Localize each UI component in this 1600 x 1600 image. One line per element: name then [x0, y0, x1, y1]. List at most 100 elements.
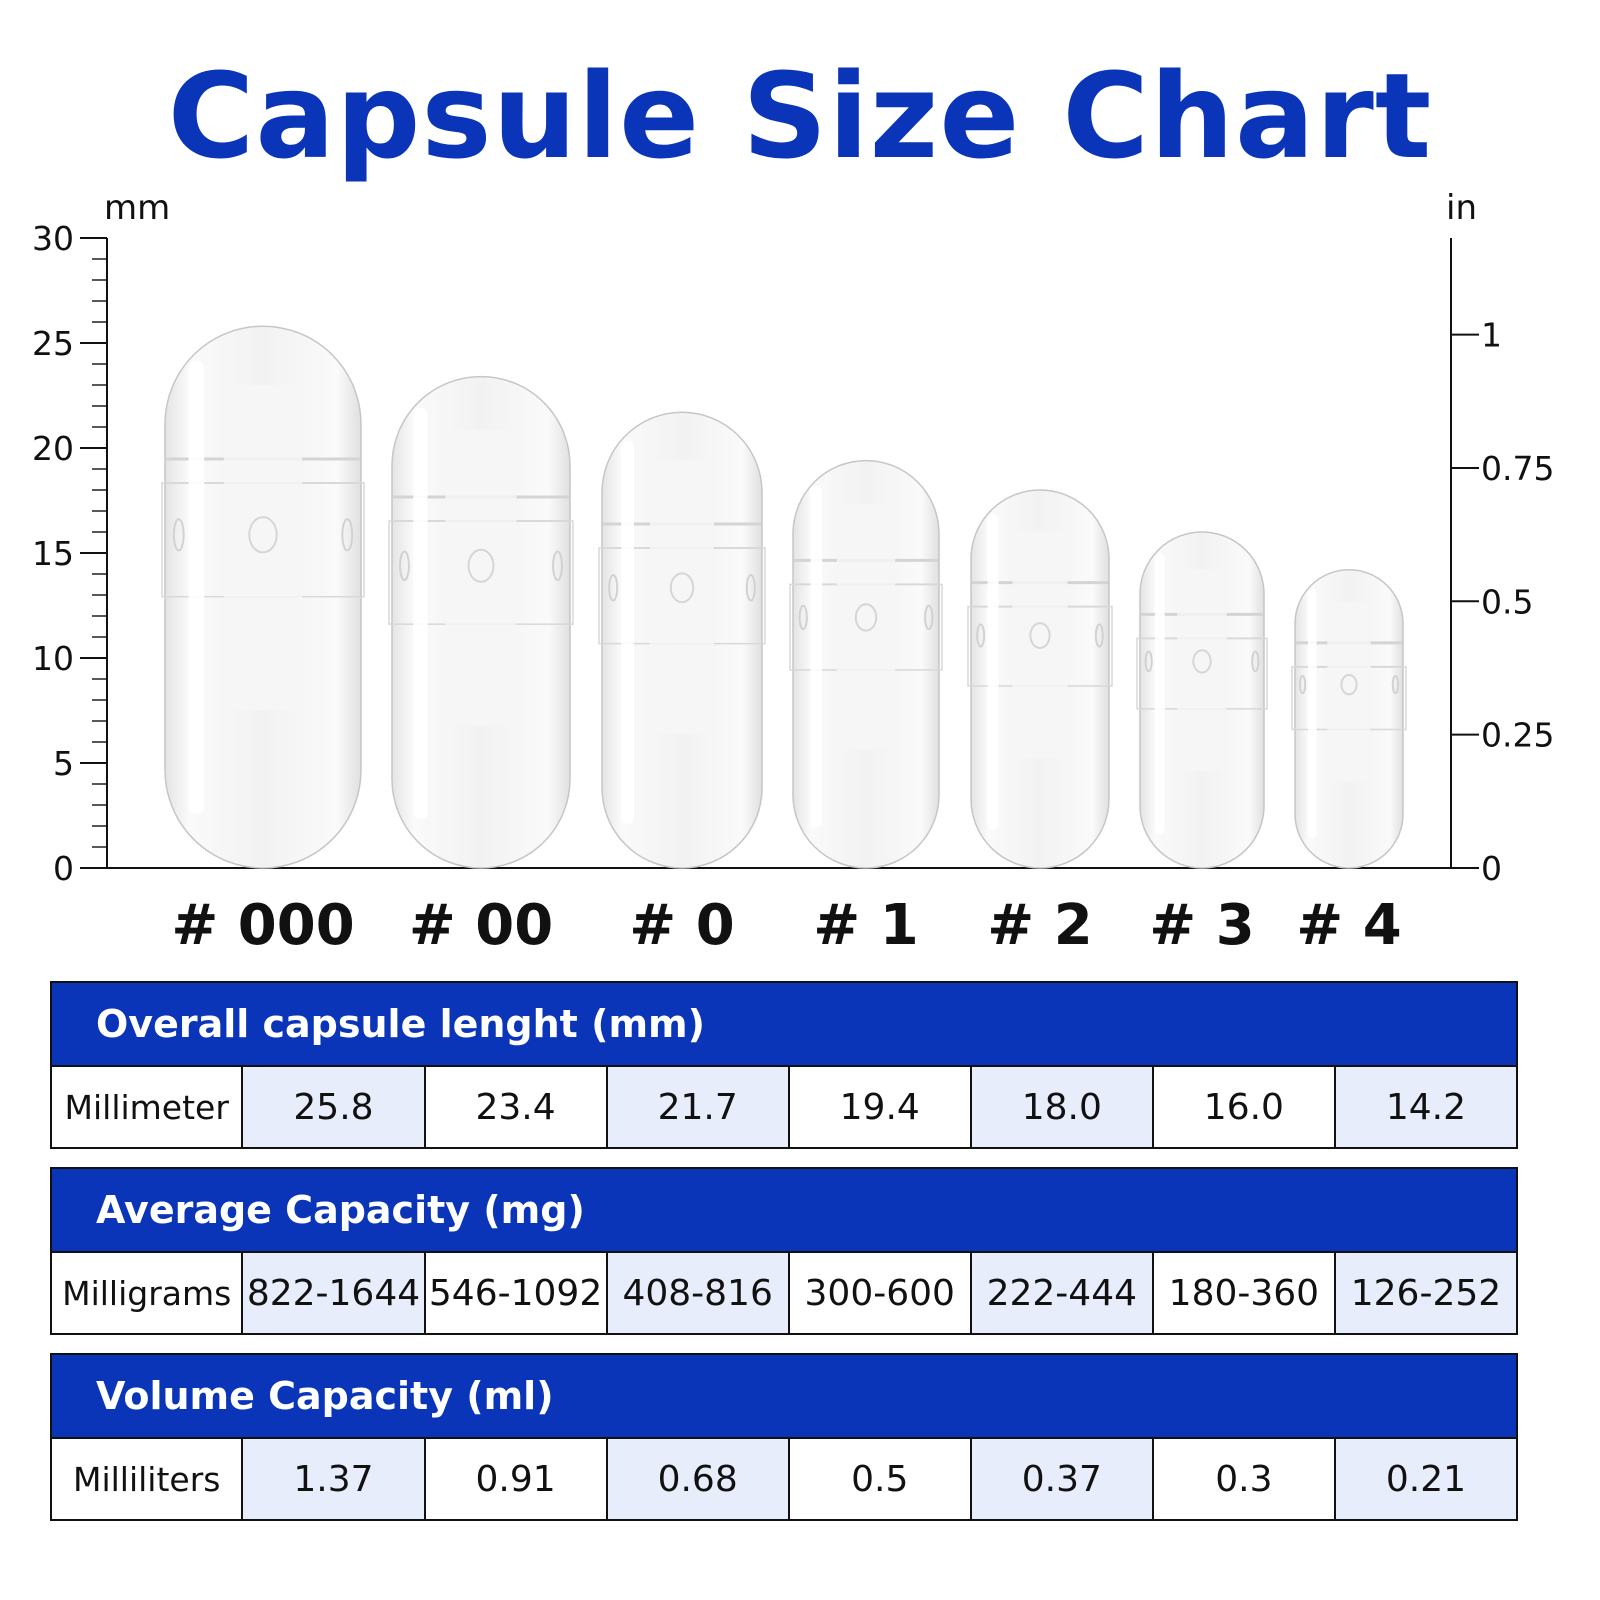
capsule-dimple [1391, 674, 1400, 695]
capsule-dimple [976, 623, 986, 648]
capacity-mg-table: Average Capacity (mg) Milligrams 822-164… [50, 1167, 1518, 1335]
category-label: # 0 [629, 893, 734, 958]
category-label: # 1 [813, 893, 918, 958]
table-row: Milligrams 822-1644 546-1092 408-816 300… [52, 1251, 1516, 1333]
capsule-dimple [1192, 649, 1212, 674]
table-cell: 126-252 [1333, 1253, 1516, 1333]
length-table-header: Overall capsule lenght (mm) [52, 983, 1516, 1065]
left-axis-mm: 0 5 10 15 20 25 30 mm [32, 188, 1451, 888]
table-cell: 822-1644 [241, 1253, 424, 1333]
capsule-dimple [172, 518, 185, 552]
capsule-highlight [987, 514, 999, 831]
capsule-highlight [810, 486, 823, 828]
left-tick-label: 30 [32, 219, 74, 258]
right-axis-in: 0 0.25 0.5 0.75 1 in [1446, 188, 1554, 888]
capsule-7 [1291, 569, 1407, 869]
left-unit-label: mm [104, 188, 170, 228]
category-label: # 3 [1149, 893, 1254, 958]
row-label: Millimeter [52, 1067, 242, 1147]
capsule-dimple [745, 573, 756, 602]
table-cell: 300-600 [787, 1253, 970, 1333]
row-label: Milliliters [52, 1439, 242, 1519]
capsule-dimple [1144, 650, 1153, 673]
capsule-bars [161, 325, 1407, 869]
right-tick-label: 0.75 [1481, 449, 1554, 488]
category-label: # 2 [987, 893, 1092, 958]
capsule-dimple [399, 550, 410, 582]
capsule-dimple [1094, 623, 1104, 648]
right-tick-label: 0.5 [1481, 582, 1533, 621]
table-cell: 0.68 [605, 1439, 788, 1519]
volume-table: Volume Capacity (ml) Milliliters 1.37 0.… [50, 1353, 1518, 1521]
table-cell: 408-816 [605, 1253, 788, 1333]
table-cell: 1.37 [241, 1439, 424, 1519]
right-tick-label: 1 [1481, 316, 1502, 355]
left-tick-label: 25 [32, 324, 74, 363]
capsule-highlight [1154, 553, 1165, 834]
capsule-dimple [1298, 674, 1307, 695]
capsule-3 [598, 411, 766, 869]
table-cell: 0.3 [1151, 1439, 1334, 1519]
row-label: Milligrams [52, 1253, 242, 1333]
category-label: # 000 [171, 893, 354, 958]
table-cell: 23.4 [423, 1067, 606, 1147]
capsule-dimple [1340, 673, 1358, 696]
capsule-inner [650, 460, 714, 734]
capsule-dimple [854, 603, 878, 632]
capsule-1 [161, 325, 365, 869]
capsule-inner [836, 504, 896, 749]
page-title: Capsule Size Chart [167, 47, 1433, 185]
table-cell: 546-1092 [423, 1253, 606, 1333]
length-table: Overall capsule lenght (mm) Millimeter 2… [50, 981, 1518, 1149]
table-cell: 16.0 [1151, 1067, 1334, 1147]
capsule-dimple [248, 516, 278, 554]
right-tick-label: 0 [1481, 849, 1502, 888]
left-tick-label: 5 [53, 744, 74, 783]
right-tick-label: 0.25 [1481, 716, 1554, 755]
capsule-dimple [798, 604, 808, 631]
table-cell: 0.91 [423, 1439, 606, 1519]
capsule-dimple [1029, 622, 1051, 649]
table-cell: 19.4 [787, 1067, 970, 1147]
table-cell: 18.0 [969, 1067, 1152, 1147]
capacity-mg-table-header: Average Capacity (mg) [52, 1169, 1516, 1251]
capsule-dimple [1251, 650, 1260, 673]
table-row: Milliliters 1.37 0.91 0.68 0.5 0.37 0.3 … [52, 1437, 1516, 1519]
capsule-highlight [413, 407, 428, 820]
category-labels: # 000 # 00 # 0 # 1 # 2 # 3 # 4 [171, 893, 1401, 958]
left-tick-label: 15 [32, 534, 74, 573]
capsule-inner [1177, 569, 1227, 771]
category-label: # 4 [1296, 893, 1401, 958]
capsule-dimple [669, 572, 695, 604]
capsule-inner [223, 385, 303, 711]
capsule-dimple [552, 550, 563, 582]
capsule-dimple [924, 604, 934, 631]
capsule-inner [1012, 531, 1068, 759]
right-unit-label: in [1446, 188, 1477, 228]
table-cell: 21.7 [605, 1067, 788, 1147]
capsule-4 [789, 459, 943, 869]
table-cell: 222-444 [969, 1253, 1152, 1333]
capsule-6 [1136, 531, 1268, 869]
left-tick-label: 0 [53, 849, 74, 888]
capsule-5 [967, 489, 1113, 869]
capsule-highlight [621, 440, 634, 824]
table-cell: 0.21 [1333, 1439, 1516, 1519]
capsule-highlight [188, 360, 205, 815]
capsule-dimple [341, 518, 354, 552]
table-cell: 25.8 [241, 1067, 424, 1147]
table-cell: 180-360 [1151, 1253, 1334, 1333]
table-cell: 0.37 [969, 1439, 1152, 1519]
left-tick-label: 20 [32, 429, 74, 468]
table-row: Millimeter 25.8 23.4 21.7 19.4 18.0 16.0… [52, 1065, 1516, 1147]
capsule-2 [388, 375, 574, 869]
left-tick-label: 10 [32, 639, 74, 678]
capsule-dimple [467, 548, 495, 583]
table-cell: 14.2 [1333, 1067, 1516, 1147]
category-label: # 00 [409, 893, 553, 958]
capsule-inner [445, 430, 517, 725]
table-cell: 0.5 [787, 1439, 970, 1519]
capsule-inner [1327, 602, 1371, 782]
capsule-highlight [1307, 588, 1317, 839]
